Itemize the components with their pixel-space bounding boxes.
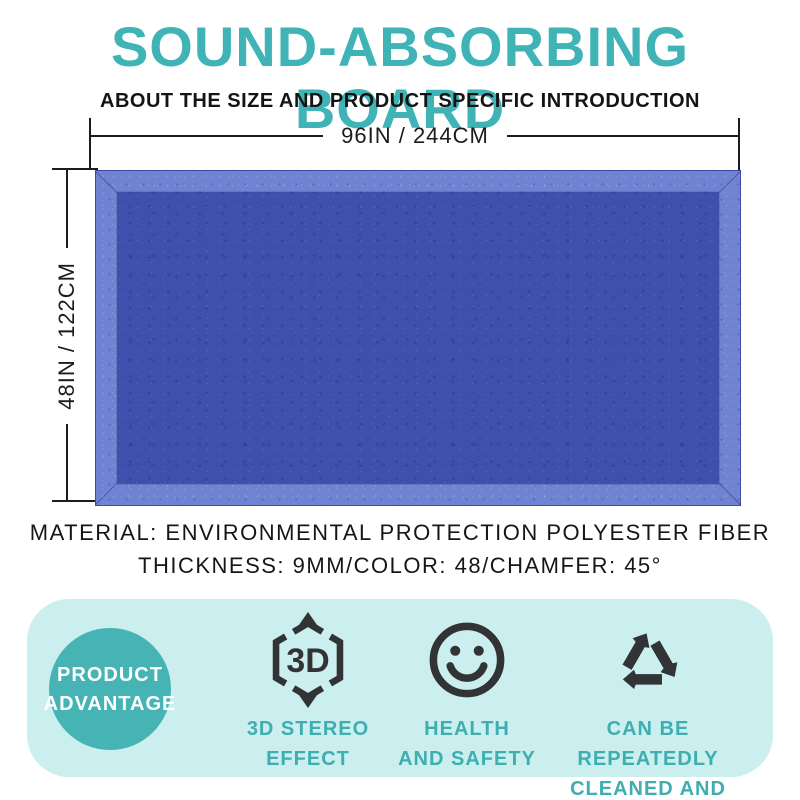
smiley-face-icon (425, 610, 509, 710)
dimension-line (91, 135, 324, 137)
3d-icon-text: 3D (286, 642, 329, 680)
3d-stereo-icon: 3D (261, 610, 355, 710)
advantage-label: 3D STEREO EFFECT (247, 714, 369, 774)
advantage-label-line1: CAN BE REPEATEDLY (577, 718, 719, 770)
thickness-spec-text: THICKNESS: 9MM/COLOR: 48/CHAMFER: 45° (138, 553, 662, 578)
advantage-label-line1: HEALTH (424, 718, 510, 740)
dimension-tick (738, 118, 740, 170)
bevel-seam (95, 483, 118, 505)
height-dimension: 48IN / 122CM (54, 170, 80, 503)
subtitle: ABOUT THE SIZE AND PRODUCT SPECIFIC INTR… (100, 90, 700, 112)
material-spec-text: MATERIAL: ENVIRONMENTAL PROTECTION POLYE… (29, 520, 771, 545)
dimension-tick (52, 500, 98, 502)
dimension-line (66, 170, 68, 249)
acoustic-panel-face (116, 191, 720, 485)
bevel-seam (95, 171, 118, 193)
dimension-tick (52, 168, 98, 170)
acoustic-panel-image (95, 170, 741, 506)
badge-label-line1: PRODUCT (57, 663, 163, 686)
width-dimension: 96IN / 244CM (91, 122, 740, 150)
dimension-line (66, 423, 68, 503)
advantage-label-line2: EFFECT (266, 748, 350, 770)
height-dimension-label: 48IN / 122CM (54, 262, 79, 410)
badge-label-line2: ADVANTAGE (43, 692, 177, 715)
advantage-label-line1: 3D STEREO (246, 718, 370, 740)
advantage-item-recycle: CAN BE REPEATEDLY CLEANED AND USED (558, 610, 738, 800)
advantage-label: HEALTH AND SAFETY (398, 714, 536, 774)
dimension-tick (89, 118, 91, 170)
advantage-label: CAN BE REPEATEDLY CLEANED AND USED (558, 714, 738, 800)
bevel-seam (718, 483, 741, 505)
advantage-item-3d-stereo: 3D 3D STEREO EFFECT (230, 610, 386, 774)
product-advantage-badge: PRODUCT ADVANTAGE (44, 628, 175, 750)
advantage-label-line2: CLEANED AND USED (570, 778, 726, 800)
width-dimension-label: 96IN / 244CM (341, 123, 489, 148)
advantage-item-health: HEALTH AND SAFETY (389, 610, 545, 774)
recycle-icon (607, 610, 689, 710)
page-title: SOUND-ABSORBING BOARD (110, 15, 690, 140)
bevel-seam (718, 171, 741, 193)
dimension-line (506, 135, 740, 137)
advantage-label-line2: AND SAFETY (398, 748, 536, 770)
